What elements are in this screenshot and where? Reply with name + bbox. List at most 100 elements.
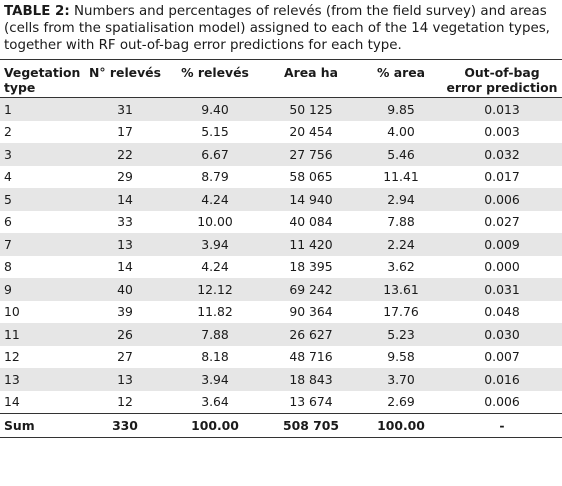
cell-pct-area: 17.76 <box>383 304 419 320</box>
table-row: 5 14 4.24 14 940 2.94 0.006 <box>0 188 562 211</box>
cell-area-ha: 14 940 <box>262 188 360 211</box>
cell-n-releves: 40 <box>82 278 168 301</box>
cell-pct-area: 4.00 <box>387 124 415 140</box>
cell-vegetation-type: 1 <box>0 97 82 121</box>
cell-oob-error: 0.003 <box>484 124 520 140</box>
cell-vegetation-type: 9 <box>0 278 82 301</box>
table-row: 11 26 7.88 26 627 5.23 0.030 <box>0 323 562 346</box>
table-body: 1 31 9.40 50 125 9.85 0.013 2 17 5.15 20 454 4.00 0… <box>0 97 562 414</box>
cell-n-releves: 31 <box>82 97 168 121</box>
cell-pct-releves: 3.64 <box>201 394 229 410</box>
cell-vegetation-type: 6 <box>4 214 12 230</box>
cell-vegetation-type: 4 <box>4 169 12 185</box>
header-n-releves: N° relevés <box>82 59 168 98</box>
cell-area-ha: 40 084 <box>289 214 333 230</box>
cell-pct-area: 2.69 <box>387 394 415 410</box>
cell-pct-area: 5.23 <box>360 323 442 346</box>
cell-area-ha: 26 627 <box>262 323 360 346</box>
sum-label: Sum <box>0 413 82 438</box>
cell-pct-releves: 8.79 <box>201 169 229 185</box>
cell-pct-area: 5.46 <box>360 143 442 166</box>
cell-n-releves: 14 <box>117 259 133 275</box>
cell-vegetation-type: 7 <box>0 233 82 256</box>
cell-pct-releves: 9.40 <box>168 97 262 121</box>
cell-pct-releves: 12.12 <box>168 278 262 301</box>
cell-area-ha: 27 756 <box>262 143 360 166</box>
cell-pct-area: 9.85 <box>360 97 442 121</box>
cell-area-ha: 11 420 <box>262 233 360 256</box>
table-row: 9 40 12.12 69 242 13.61 0.031 <box>0 278 562 301</box>
cell-n-releves: 12 <box>117 394 133 410</box>
cell-oob-error: 0.009 <box>442 233 562 256</box>
cell-oob-error: 0.016 <box>442 368 562 391</box>
cell-area-ha: 18 395 <box>289 259 333 275</box>
cell-vegetation-type: 13 <box>0 368 82 391</box>
caption-text: Numbers and percentages of relevés (from… <box>4 4 550 53</box>
table-row: 14 12 3.64 13 674 2.69 0.006 <box>0 391 562 414</box>
cell-pct-releves: 4.24 <box>168 188 262 211</box>
cell-area-ha: 50 125 <box>262 97 360 121</box>
cell-pct-area: 11.41 <box>383 169 419 185</box>
sum-pct-releves: 100.00 <box>168 413 262 438</box>
table-caption: TABLE 2: Numbers and percentages of rele… <box>4 3 558 54</box>
cell-pct-releves: 11.82 <box>197 304 233 320</box>
cell-oob-error: 0.017 <box>484 169 520 185</box>
cell-pct-area: 3.62 <box>387 259 415 275</box>
cell-n-releves: 29 <box>117 169 133 185</box>
table-row: 10 39 11.82 90 364 17.76 0.048 <box>0 301 562 324</box>
cell-n-releves: 33 <box>117 214 133 230</box>
cell-oob-error: 0.006 <box>442 188 562 211</box>
cell-n-releves: 17 <box>117 124 133 140</box>
cell-vegetation-type: 2 <box>4 124 12 140</box>
cell-pct-releves: 5.15 <box>201 124 229 140</box>
cell-vegetation-type: 14 <box>4 394 20 410</box>
cell-oob-error: 0.007 <box>484 349 520 365</box>
data-table: Vegetation type N° relevés % relevés Are… <box>0 59 562 438</box>
cell-pct-releves: 10.00 <box>197 214 233 230</box>
table-row: 8 14 4.24 18 395 3.62 0.000 <box>0 256 562 279</box>
cell-area-ha: 48 716 <box>289 349 333 365</box>
table-row: 3 22 6.67 27 756 5.46 0.032 <box>0 143 562 166</box>
cell-vegetation-type: 8 <box>4 259 12 275</box>
sum-row: Sum 330 100.00 508 705 100.00 - <box>0 413 562 438</box>
cell-n-releves: 22 <box>82 143 168 166</box>
cell-area-ha: 18 843 <box>262 368 360 391</box>
table-row: 13 13 3.94 18 843 3.70 0.016 <box>0 368 562 391</box>
cell-pct-releves: 3.94 <box>168 368 262 391</box>
cell-n-releves: 13 <box>82 233 168 256</box>
cell-oob-error: 0.031 <box>442 278 562 301</box>
cell-n-releves: 13 <box>82 368 168 391</box>
cell-pct-releves: 3.94 <box>168 233 262 256</box>
table-row: 2 17 5.15 20 454 4.00 0.003 <box>0 121 562 144</box>
cell-oob-error: 0.032 <box>442 143 562 166</box>
cell-vegetation-type: 10 <box>4 304 20 320</box>
cell-pct-releves: 6.67 <box>168 143 262 166</box>
header-row: Vegetation type N° relevés % relevés Are… <box>0 59 562 98</box>
cell-vegetation-type: 5 <box>0 188 82 211</box>
cell-oob-error: 0.030 <box>442 323 562 346</box>
table-label: TABLE 2: <box>4 4 70 19</box>
cell-n-releves: 27 <box>117 349 133 365</box>
header-area-ha: Area ha <box>262 59 360 98</box>
table-row: 6 33 10.00 40 084 7.88 0.027 <box>0 211 562 234</box>
cell-n-releves: 26 <box>82 323 168 346</box>
sum-area-ha: 508 705 <box>262 413 360 438</box>
header-oob-error: Out-of-bag error prediction <box>442 59 562 98</box>
cell-area-ha: 69 242 <box>262 278 360 301</box>
cell-n-releves: 39 <box>117 304 133 320</box>
header-pct-releves: % relevés <box>168 59 262 98</box>
cell-oob-error: 0.000 <box>484 259 520 275</box>
cell-vegetation-type: 3 <box>0 143 82 166</box>
cell-vegetation-type: 12 <box>4 349 20 365</box>
cell-oob-error: 0.013 <box>442 97 562 121</box>
cell-pct-releves: 8.18 <box>201 349 229 365</box>
cell-area-ha: 13 674 <box>289 394 333 410</box>
cell-area-ha: 20 454 <box>289 124 333 140</box>
cell-pct-area: 7.88 <box>387 214 415 230</box>
table-row: 1 31 9.40 50 125 9.85 0.013 <box>0 97 562 121</box>
cell-oob-error: 0.027 <box>484 214 520 230</box>
table-row: 4 29 8.79 58 065 11.41 0.017 <box>0 166 562 189</box>
table-row: 7 13 3.94 11 420 2.24 0.009 <box>0 233 562 256</box>
cell-vegetation-type: 11 <box>0 323 82 346</box>
